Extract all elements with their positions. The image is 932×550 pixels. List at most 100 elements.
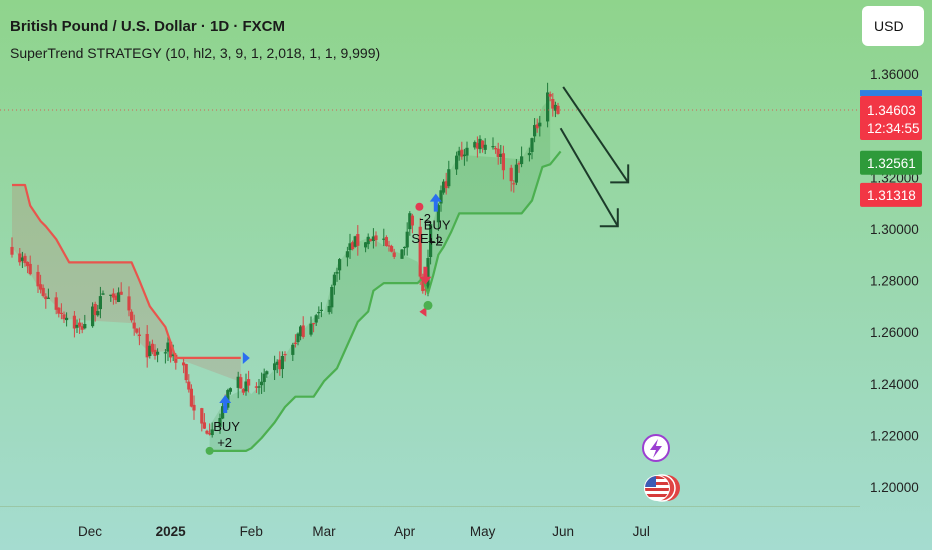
candle bbox=[72, 310, 76, 338]
downtrend-fill bbox=[12, 185, 241, 382]
candle bbox=[327, 299, 331, 315]
buy-arrow-icon bbox=[429, 193, 442, 212]
candle bbox=[145, 325, 149, 368]
candle bbox=[483, 138, 487, 155]
x-tick-label: Jul bbox=[633, 524, 650, 539]
candle bbox=[239, 373, 243, 389]
x-tick-label: 2025 bbox=[156, 524, 187, 539]
candle bbox=[10, 237, 14, 258]
supertrend-up-line bbox=[209, 150, 562, 452]
candle bbox=[59, 303, 63, 320]
uptrend-fill bbox=[209, 98, 551, 451]
candle bbox=[153, 344, 157, 360]
candle bbox=[530, 137, 534, 160]
candle bbox=[265, 370, 269, 378]
chart-title: British Pound / U.S. Dollar · 1D · FXCM bbox=[10, 18, 285, 35]
candle bbox=[301, 316, 305, 339]
candle bbox=[57, 307, 61, 318]
candle bbox=[236, 371, 240, 399]
candle bbox=[210, 422, 214, 438]
candle bbox=[130, 309, 134, 323]
x-axis[interactable]: Dec 2025 Feb Mar Apr May Jun Jul bbox=[78, 524, 650, 539]
candle bbox=[455, 151, 459, 175]
candle bbox=[439, 185, 443, 212]
candle bbox=[332, 272, 336, 295]
candle bbox=[473, 140, 477, 150]
candle bbox=[247, 370, 251, 393]
y-tick-label: 1.20000 bbox=[870, 480, 919, 495]
svg-text:12:34:55: 12:34:55 bbox=[867, 121, 920, 136]
candle bbox=[374, 231, 378, 247]
y-axis[interactable]: 1.360001.340001.320001.300001.280001.260… bbox=[870, 67, 919, 495]
currency-label: USD bbox=[874, 18, 904, 34]
currency-button[interactable]: USD bbox=[862, 6, 924, 46]
candle bbox=[533, 118, 537, 143]
x-tick-label: Feb bbox=[240, 524, 263, 539]
forecast-arrow-1[interactable] bbox=[562, 86, 630, 184]
candle bbox=[548, 91, 552, 102]
candle bbox=[356, 225, 360, 256]
candle bbox=[509, 164, 513, 192]
candle bbox=[390, 244, 394, 253]
candle bbox=[65, 312, 69, 327]
signal-label: SELL bbox=[411, 231, 443, 246]
candle bbox=[80, 322, 84, 334]
us-flag-icon[interactable] bbox=[644, 474, 680, 502]
candle bbox=[46, 288, 50, 299]
x-tick-label: May bbox=[470, 524, 496, 539]
candle bbox=[135, 328, 139, 334]
candle bbox=[78, 318, 82, 334]
forecast-arrow-2[interactable] bbox=[559, 127, 619, 228]
candle bbox=[291, 342, 295, 361]
candle bbox=[429, 221, 433, 265]
svg-text:1.34603: 1.34603 bbox=[867, 103, 916, 118]
candle bbox=[538, 115, 542, 137]
candle bbox=[299, 325, 303, 341]
candle bbox=[335, 267, 339, 282]
candle bbox=[475, 136, 479, 158]
candle bbox=[257, 378, 261, 395]
candle bbox=[241, 388, 245, 396]
candle bbox=[348, 233, 352, 259]
candle bbox=[556, 102, 560, 115]
candle bbox=[460, 141, 464, 160]
candle bbox=[189, 384, 193, 408]
lightning-icon[interactable] bbox=[642, 434, 670, 462]
candle bbox=[512, 180, 516, 193]
candle bbox=[109, 294, 113, 302]
candle bbox=[364, 241, 368, 253]
candle bbox=[283, 351, 287, 362]
candle bbox=[39, 274, 43, 294]
indicator-label[interactable]: SuperTrend STRATEGY (10, hl2, 3, 9, 1, 2… bbox=[10, 45, 380, 61]
candle bbox=[314, 313, 318, 326]
candle bbox=[156, 348, 160, 363]
candle bbox=[62, 311, 66, 323]
x-tick-label: Jun bbox=[552, 524, 574, 539]
candle bbox=[351, 240, 355, 251]
candle bbox=[296, 332, 300, 346]
candle bbox=[275, 359, 279, 374]
candle bbox=[254, 382, 258, 393]
candle bbox=[18, 248, 22, 266]
candle bbox=[408, 211, 412, 236]
buy-signal-1[interactable]: BUY+2 bbox=[213, 394, 240, 450]
buy-signal-3[interactable]: BUY+2 bbox=[424, 193, 451, 249]
candle bbox=[208, 423, 212, 436]
candle bbox=[91, 302, 95, 328]
candles bbox=[10, 82, 560, 438]
candle bbox=[447, 160, 451, 189]
candle bbox=[221, 401, 225, 420]
candle bbox=[114, 293, 118, 304]
svg-text:1.32561: 1.32561 bbox=[867, 156, 916, 171]
supertrend-down-line bbox=[12, 183, 241, 359]
candle bbox=[491, 137, 495, 150]
candle bbox=[462, 148, 466, 166]
candle bbox=[182, 357, 186, 374]
candle bbox=[520, 146, 524, 168]
sell-signal-2[interactable]: -2 SELL bbox=[411, 202, 443, 317]
candle bbox=[260, 372, 264, 394]
candle bbox=[517, 161, 521, 173]
trend-flip-marker bbox=[242, 351, 250, 364]
candle bbox=[75, 319, 79, 334]
